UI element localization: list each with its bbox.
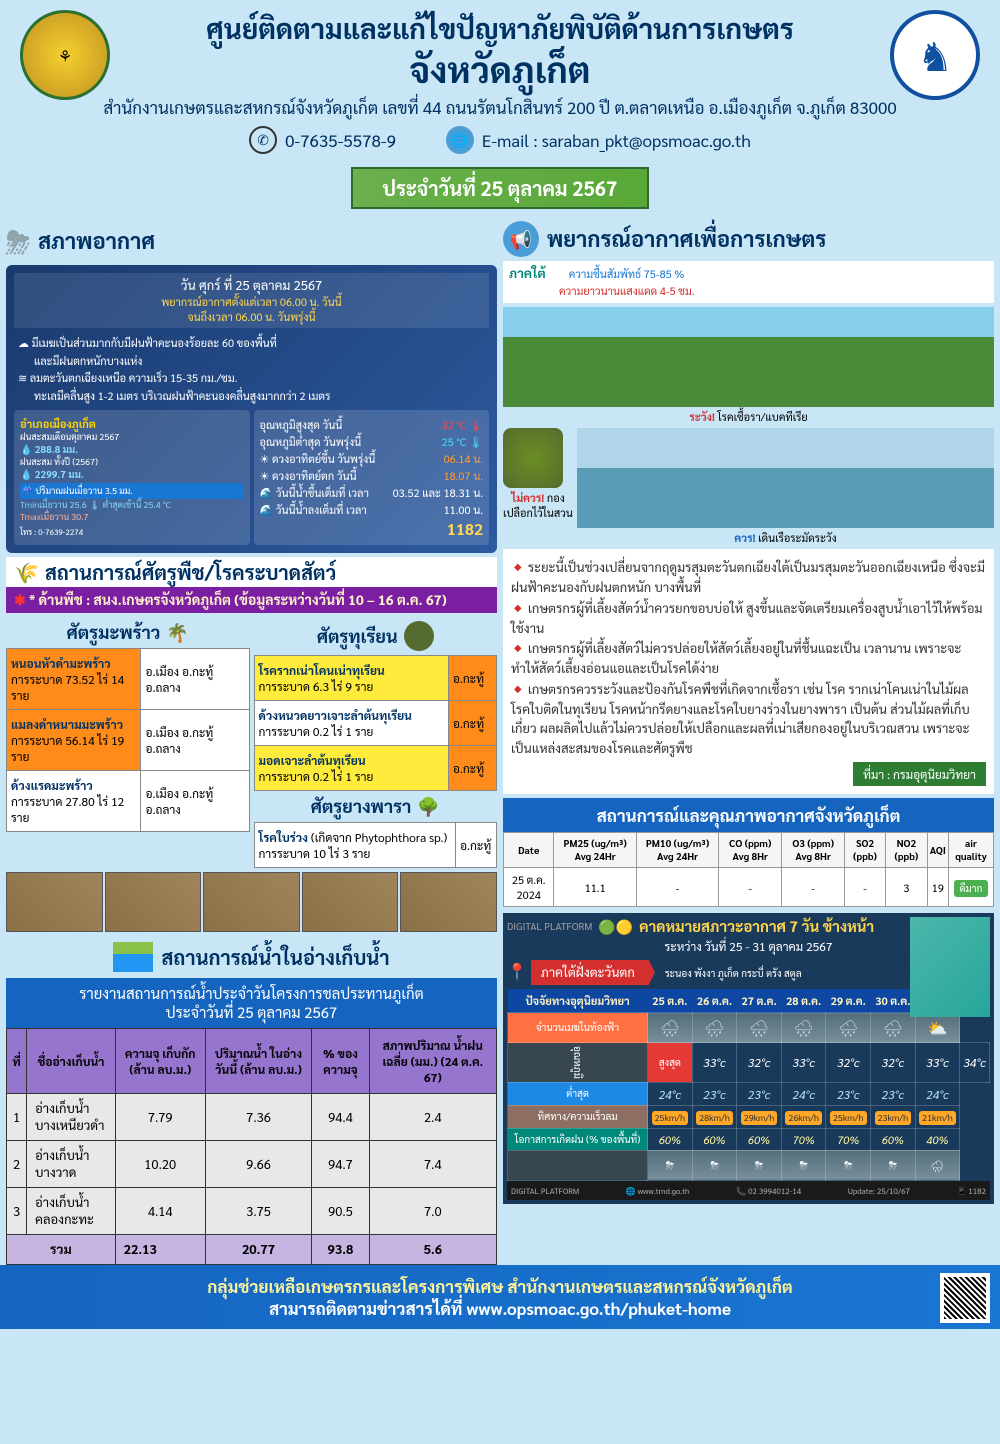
forecast-footer: DIGITAL PLATFORM 🌐 www.tmd.go.th 📞 02 39…: [507, 1181, 990, 1200]
agri-section-head: 📢 พยากรณ์อากาศเพื่อการเกษตร: [503, 217, 994, 261]
email: E-mail : saraban_pkt@opsmoac.go.th: [482, 129, 751, 151]
insect-img: [105, 872, 202, 932]
insect-img: [203, 872, 300, 932]
phone: 0-7635-5578-9: [285, 129, 396, 151]
aqi-table: DatePM25 (ug/m³) Avg 24HrPM10 (ug/m³) Av…: [503, 832, 994, 907]
coconut-title: ศัตรูมะพร้าว 🌴: [6, 617, 250, 648]
table-row-total: รวม22.1320.7793.85.6: [7, 1235, 497, 1265]
logo-ministry: ⚘: [20, 10, 110, 100]
tree-icon: 🌳: [417, 795, 439, 818]
sea-img: [577, 428, 994, 528]
title-main: ศูนย์ติดตามและแก้ไขปัญหาภัยพิบัติด้านการ…: [20, 10, 980, 46]
agri-stats: ภาคใต้ ความชื้นสัมพัทธ์ 75-85 %ความยาวนา…: [503, 261, 994, 303]
dam-icon: [113, 942, 153, 972]
agri-images: ระวัง! โรคเชื้อรา/แบคทีเรีย: [503, 307, 994, 424]
insect-images: [6, 872, 497, 932]
field-img: [503, 307, 994, 407]
insect-img: [6, 872, 103, 932]
logo-phuket: ♞: [890, 10, 980, 100]
pest-section-head: 🌾 สถานการณ์ศัตรูพืช/โรคระบาดสัตว์: [6, 557, 497, 587]
address: สำนักงานเกษตรและสหกรณ์จังหวัดภูเก็ต เลขท…: [20, 96, 980, 118]
rain-icon: 🌧: [660, 1017, 680, 1038]
durian-img: [503, 428, 563, 488]
title-sub: จังหวัดภูเก็ต: [20, 46, 980, 92]
cloud-icon: ⛈: [6, 221, 30, 261]
durian-icon: [404, 621, 434, 651]
insect-img: [302, 872, 399, 932]
megaphone-icon: 📢: [503, 221, 539, 257]
pest-source: ✱ * ด้านพืช : สนง.เกษตรจังหวัดภูเก็ต (ข้…: [6, 587, 497, 613]
table-row: 3อ่างเก็บน้ำคลองกะทะ4.143.7590.57.0: [7, 1188, 497, 1235]
insect-img: [400, 872, 497, 932]
table-row: 2อ่างเก็บน้ำบางวาด10.209.6694.77.4: [7, 1141, 497, 1188]
forecast-7day: DIGITAL PLATFORM 🟢🟡 คาดหมายสภาวะอากาศ 7 …: [503, 913, 994, 1204]
coconut-table: หนอนหัวดำมะพร้าวการระบาด 73.52 ไร่ 14 รา…: [6, 648, 250, 832]
palm-icon: 🌴: [166, 621, 188, 644]
weather-card: วัน ศุกร์ ที่ 25 ตุลาคม 2567 พยากรณ์อากา…: [6, 265, 497, 553]
durian-table: โรครากเน่าโคนเน่าทุเรียนการระบาด 6.3 ไร่…: [254, 655, 498, 791]
rubber-title: ศัตรูยางพารา 🌳: [254, 791, 498, 822]
thailand-map: [910, 917, 990, 1017]
advice-box: ◆ ระยะนี้เป็นช่วงเปลี่ยนจากฤดูมรสุมตะวัน…: [503, 549, 994, 794]
agri-images-2: ไม่ควร! กองเปลือกไว้ในสวน ควร! เดินเรือร…: [503, 428, 994, 545]
globe-icon: 🌐: [446, 126, 474, 154]
reservoir-table: ที่ ชื่ออ่างเก็บน้ำ ความจุ เก็บกัก (ล้าน…: [6, 1028, 497, 1265]
table-row: 25 ต.ค. 202411.1----319ดีมาก: [504, 868, 994, 907]
aqi-head: สถานการณ์และคุณภาพอากาศจังหวัดภูเก็ต: [503, 798, 994, 832]
reservoir-subhead: รายงานสถานการณ์น้ำประจำวันโครงการชลประทา…: [6, 978, 497, 1028]
reservoir-head: สถานการณ์น้ำในอ่างเก็บน้ำ: [6, 936, 497, 978]
forecast-table: ปัจจัยทางอุตุนิยมวิทยา 25 ต.ค.26 ต.ค.27 …: [507, 989, 990, 1181]
date-banner: ประจำวันที่ 25 ตุลาคม 2567: [351, 167, 650, 209]
durian-title: ศัตรูทุเรียน: [254, 617, 498, 655]
header: ⚘ ♞ ศูนย์ติดตามและแก้ไขปัญหาภัยพิบัติด้า…: [0, 0, 1000, 167]
phone-icon: ✆: [249, 126, 277, 154]
qr-code: [940, 1273, 990, 1323]
table-row: 1อ่างเก็บน้ำบางเหนียวดำ7.797.3694.42.4: [7, 1094, 497, 1141]
contact-bar: ✆ 0-7635-5578-9 🌐 E-mail : saraban_pkt@ops…: [20, 126, 980, 154]
rubber-table: โรคใบร่วง (เกิดจาก Phytophthora sp.)การร…: [254, 822, 498, 868]
advice-source: ที่มา : กรมอุตุนิยมวิทยา: [853, 762, 986, 786]
page-footer: กลุ่มช่วยเหลือเกษตรกรและโครงการพิเศษ สำน…: [0, 1265, 1000, 1329]
weather-section-head: ⛈ สภาพอากาศ: [6, 217, 497, 265]
